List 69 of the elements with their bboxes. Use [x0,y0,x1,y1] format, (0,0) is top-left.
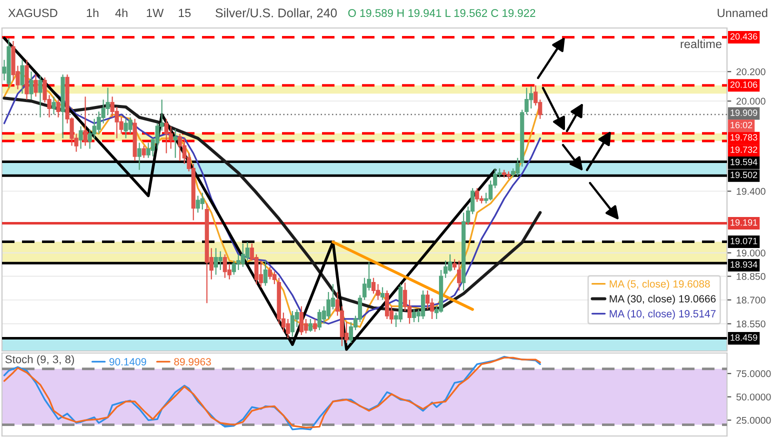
text: Unnamed [718,8,768,18]
candlestick [520,109,524,168]
y-tick-label: 19.000 [736,250,766,256]
y-tick-label: 18.850 [736,273,766,280]
ref-line-label: 19.071 [730,238,758,244]
ref-line-label: 19.502 [730,172,758,178]
candlestick [457,260,462,292]
text: MA (10, close) 19.5147 [610,310,716,320]
candlestick [412,308,416,323]
candlestick [502,169,506,178]
y-tick-label: 19.400 [736,188,766,195]
text: 16:02 [730,122,752,128]
candlestick [312,318,318,332]
candlestick [142,145,146,158]
candlestick [60,74,65,139]
y-tick-label: 18.550 [736,320,766,328]
ref-line-label: 18.459 [730,334,758,341]
y-tick-label: 20.000 [736,98,766,105]
candlestick [380,286,385,300]
ref-line-label: 20.106 [730,81,758,88]
candlestick [173,128,178,158]
text: 1W [146,8,164,18]
candlestick [132,118,137,162]
candlestick [263,260,268,286]
ref-line-label: 19.909 [730,110,758,116]
text: 4h [115,8,128,18]
ref-line-label: 19.783 [730,134,758,141]
chart-subtitle: O 19.589 H 19.941 L 19.562 C 19.922 [348,9,536,17]
legend-label: 90.1409 [109,358,146,366]
chart-title: Silver/U.S. Dollar, 240 [216,8,337,19]
candlestick [24,59,29,100]
legend-label: 89.9963 [174,358,211,366]
ref-line-label: 19.191 [730,219,758,226]
candlestick [137,142,142,170]
ref-line-label: 19.594 [730,158,758,166]
ref-line-label: 18.934 [730,261,758,268]
chart-title: Stoch (9, 3, 8) [5,355,74,366]
legend-label: 19.732 [730,146,758,153]
y-tick-label: 20.200 [736,68,766,76]
candlestick [452,258,457,271]
candlestick [83,96,88,146]
candlestick [56,99,60,118]
candlestick [52,96,56,115]
candlestick [384,290,390,320]
text: XAGUSD [8,8,58,18]
candlestick [524,87,529,115]
text: MA (5, close) 19.6088 [610,280,710,290]
annotation: realtime [680,40,722,48]
text: 15 [178,8,191,18]
candlestick [308,318,313,332]
y-tick-label: 18.700 [736,296,766,304]
y-tick-label: 50.0000 [736,394,771,400]
candlestick [78,126,83,150]
text: 1h [86,8,98,18]
candlestick [272,271,276,285]
candlestick [475,188,480,202]
candlestick [128,116,132,134]
ref-line-label: 20.436 [730,33,758,40]
candlestick [398,284,403,323]
candlestick [29,71,34,100]
candlestick [38,75,42,118]
y-tick-label: 75.0000 [736,370,771,378]
candlestick [218,250,222,271]
candlestick [200,192,204,210]
text: MA (30, close) 19.0666 [610,294,716,305]
candlestick [20,59,24,94]
candlestick [34,74,38,98]
y-tick-label: 25.0000 [736,416,771,424]
candlestick [317,308,322,331]
